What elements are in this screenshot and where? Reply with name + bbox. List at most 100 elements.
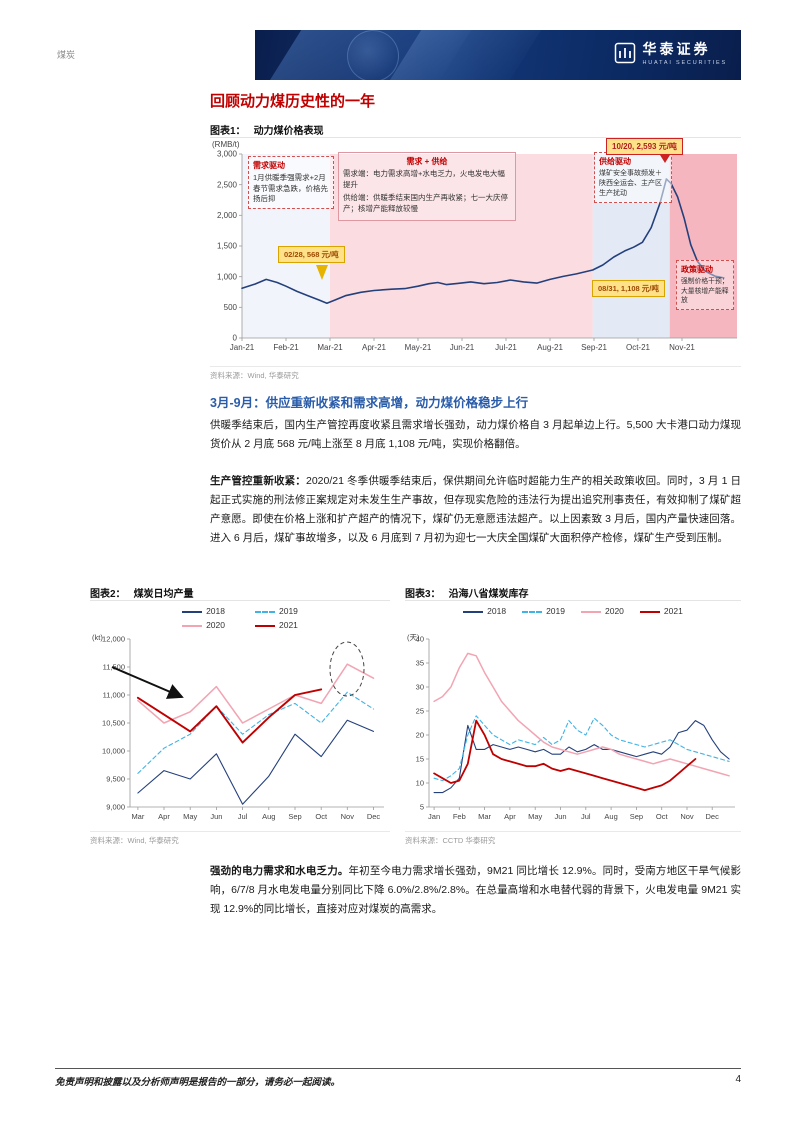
inventory-chart: 5 10 15 20 25 30 35 40 Jan Feb Mar Apr May Jun Jul Aug S… [407,633,735,821]
annotation-supply-title: 供给驱动 [599,157,631,166]
svg-text:Sep-21: Sep-21 [581,343,607,352]
annotation-demand: 需求驱动 1月供暖季强需求+2月春节需求急跌，价格先扬后抑 [248,156,334,209]
price-tag-august: 08/31, 1,108 元/吨 [592,280,665,297]
svg-text:Jan: Jan [428,812,440,821]
figure1-header: 图表1： 动力煤价格表现 [210,122,741,138]
legend-swatch [463,610,484,613]
svg-text:Jul: Jul [238,812,248,821]
legend-item-2019: 2019 [255,606,298,616]
legend-label: 2021 [279,620,298,630]
subsection-title: 3月-9月：供应重新收紧和需求高增，动力煤价格稳步上行 [210,396,529,410]
svg-text:1,500: 1,500 [217,242,238,251]
production-chart: 9,000 9,500 10,000 10,500 11,000 11,500 12,000… [92,633,384,821]
figure2-header: 图表2： 煤炭日均产量 [90,585,390,601]
svg-text:12,000: 12,000 [102,635,125,644]
legend-swatch [255,610,275,613]
figure3-legend: 2018 2019 2020 2021 [405,601,741,631]
svg-text:10,000: 10,000 [102,747,125,756]
svg-text:Apr: Apr [504,812,516,821]
svg-text:(kt): (kt) [92,633,103,642]
svg-text:Dec: Dec [706,812,720,821]
legend-item-2020: 2020 [182,620,225,630]
svg-text:Sep: Sep [630,812,643,821]
annotation-policy-title: 政策驱动 [681,265,713,274]
legend-swatch [182,610,203,613]
section-title: 回顾动力煤历史性的一年 [210,93,376,110]
annotation-demand-body: 1月供暖季强需求+2月春节需求急跌，价格先扬后抑 [253,173,328,204]
paragraph-1: 供暖季结束后，国内生产管控再度收紧且需求增长强劲，动力煤价格自 3 月起单边上行… [210,416,741,454]
svg-text:Oct-21: Oct-21 [626,343,651,352]
svg-text:1,000: 1,000 [217,272,238,281]
legend-item-2021: 2021 [255,620,298,630]
figure3-source: 资料来源：CCTD 华泰研究 [405,831,741,846]
svg-text:15: 15 [416,755,424,764]
svg-text:9,500: 9,500 [106,775,125,784]
figure3: 图表3： 沿海八省煤炭库存 2018 2019 2020 2021 5 10 15 20 25 3… [405,585,741,846]
svg-text:Jan-21: Jan-21 [230,343,255,352]
header-banner: 华泰证券 HUATAI SECURITIES [255,30,741,80]
svg-text:11,500: 11,500 [103,663,125,672]
paragraph-3-lead: 强劲的电力需求和水电乏力。 [210,865,349,877]
figure1-title: 动力煤价格表现 [253,126,324,137]
svg-text:20: 20 [416,731,424,740]
svg-text:35: 35 [416,659,424,668]
svg-text:5: 5 [420,803,424,812]
annotation-demand-line: 需求端：电力需求高增+水电乏力，火电发电大幅提升 [343,169,505,189]
figure3-header: 图表3： 沿海八省煤炭库存 [405,585,741,601]
svg-text:Apr: Apr [158,812,170,821]
footer-divider [55,1068,741,1069]
svg-text:Mar: Mar [131,812,144,821]
paragraph-1-text: 供暖季结束后，国内生产管控再度收紧且需求增长强劲，动力煤价格自 3 月起单边上行… [210,419,741,450]
svg-text:May: May [528,812,542,821]
svg-text:25: 25 [416,707,424,716]
svg-text:Oct: Oct [315,812,328,821]
svg-text:Jun: Jun [554,812,566,821]
legend-item-2019: 2019 [522,606,565,616]
svg-text:11,000: 11,000 [103,691,125,700]
svg-text:30: 30 [416,683,424,692]
legend-item-2020: 2020 [581,606,624,616]
svg-text:(RMB/t): (RMB/t) [212,140,240,149]
annotation-demand-supply-title: 需求 + 供给 [406,157,448,166]
legend-swatch [255,624,275,627]
brand-name-en: HUATAI SECURITIES [642,60,727,66]
huatai-logo-icon [614,42,635,63]
svg-text:2,000: 2,000 [217,211,238,220]
svg-text:Dec: Dec [367,812,381,821]
svg-text:40: 40 [416,635,424,644]
svg-text:Nov: Nov [341,812,355,821]
legend-label: 2018 [487,606,507,616]
figure1-source: 资料来源：Wind, 华泰研究 [210,366,741,381]
price-chart: 0 500 1,000 1,500 2,000 2,500 3,000 Jan-21 Feb-2… [212,140,737,352]
brand-name-cn: 华泰证券 [642,41,711,57]
figure2: 图表2： 煤炭日均产量 2018 2019 2020 2021 9,000 9,500 10… [90,585,390,846]
paragraph-2-lead: 生产管控重新收紧： [210,475,306,487]
svg-text:Nov-21: Nov-21 [669,343,695,352]
svg-text:May: May [183,812,197,821]
svg-text:Aug-21: Aug-21 [537,343,563,352]
price-tag-peak: 10/20, 2,593 元/吨 [606,138,683,155]
svg-text:Aug: Aug [262,812,275,821]
globe-graphic [347,30,399,80]
legend-label: 2019 [546,606,565,616]
page-number: 4 [735,1074,741,1085]
figure2-legend: 2018 2019 2020 2021 [90,601,390,631]
svg-text:Nov: Nov [680,812,694,821]
legend-item-2018: 2018 [463,606,506,616]
svg-text:Aug: Aug [604,812,617,821]
annotation-policy-body: 强制价格干预；大量核增产能释放 [681,278,729,305]
figure2-label: 图表2： [90,589,126,600]
legend-label: 2020 [605,606,624,616]
figure2-chart-area: 9,000 9,500 10,000 10,500 11,000 11,500 12,000… [90,631,390,829]
paragraph-3-text: 年初至今电力需求增长强劲，9M21 同比增长 12.9%。同时，受南方地区干旱气… [210,865,741,915]
svg-text:500: 500 [224,303,238,312]
svg-text:10: 10 [416,779,424,788]
figure3-label: 图表3： [405,589,441,600]
svg-text:Jun-21: Jun-21 [450,343,475,352]
figure1-label: 图表1： [210,126,246,137]
banner-graphic [380,30,550,80]
paragraph-2: 生产管控重新收紧：2020/21 冬季供暖季结束后，保供期间允许临时超能力生产的… [210,472,741,548]
legend-item-2018: 2018 [182,606,225,616]
svg-text:0: 0 [233,334,238,343]
price-tag-peak-pointer [660,155,670,163]
